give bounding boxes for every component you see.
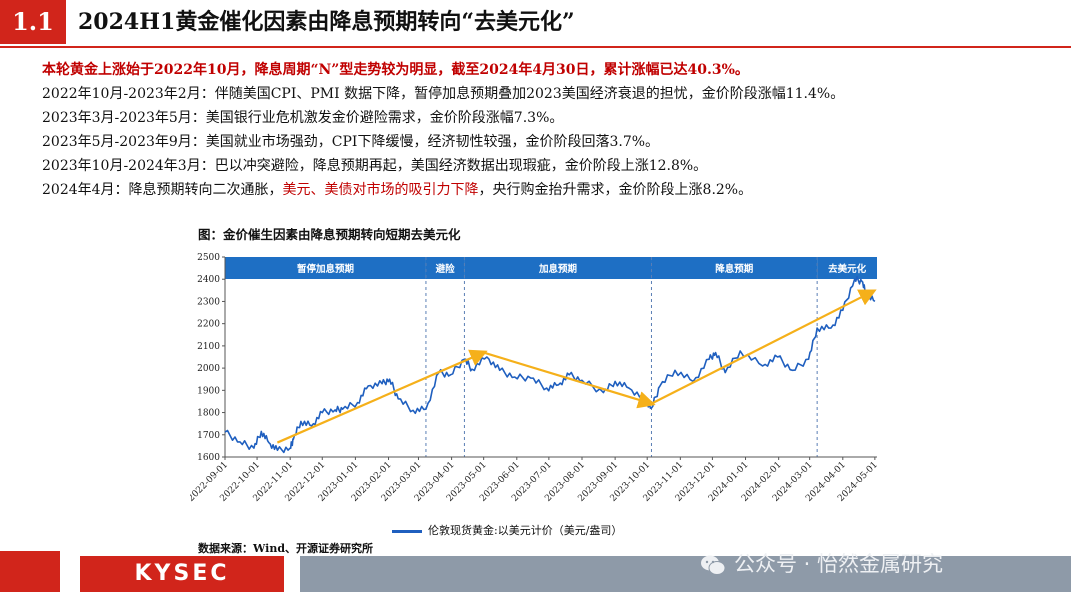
legend-label: 伦敦现货黄金:以美元计价（美元/盎司）: [428, 524, 623, 537]
y-tick-label-2: 1800: [197, 409, 220, 419]
footer-red-block: [0, 551, 60, 592]
summary-text-block: 本轮黄金上涨始于2022年10月，降息周期“N”型走势较为明显，截至2024年4…: [42, 58, 1062, 202]
price-series-line-0: [224, 276, 876, 454]
phase-band-1: [425, 257, 465, 279]
y-tick-label-4: 2000: [197, 364, 220, 374]
y-tick-label-6: 2200: [197, 320, 220, 330]
page-title: 2024H1黄金催化因素由降息预期转向“去美元化”: [78, 9, 575, 35]
kysec-logo: KYSEC: [80, 556, 284, 592]
gold-price-chart: 暂停加息预期 避险 加息预期 降息预期 去美元化 1600 1700 1800 1900 2000…: [190, 253, 880, 504]
y-tick-label-9: 2500: [197, 253, 220, 263]
summary-line-4: 2023年10月-2024年3月：巴以冲突避险，降息预期再起，美国经济数据出现瑕…: [42, 158, 708, 174]
y-tick-label-3: 1900: [197, 386, 220, 396]
wechat-icon: [701, 555, 726, 575]
summary-line-5-end: ，央行购金抬升需求，金价阶段上涨8.2%。: [478, 182, 753, 198]
summary-line-5-start: 2024年4月：降息预期转向二次通胀，: [42, 182, 283, 198]
data-source-note: 数据来源：Wind、开源证券研究所: [198, 542, 374, 555]
summary-line-5: 2024年4月：降息预期转向二次通胀，美元、美债对市场的吸引力下降，央行购金抬升…: [42, 178, 1062, 202]
phase-band-4: [817, 257, 877, 279]
y-tick-label-7: 2300: [197, 297, 220, 307]
trend-arrow-1: [483, 351, 656, 409]
trend-arrow-0: [276, 349, 488, 444]
summary-line-2: 2023年3月-2023年5月：美国银行业危机激发金价避险需求，金价阶段涨幅7.…: [42, 110, 564, 126]
phase-label-1: 避险: [436, 263, 456, 275]
phase-label-4: 去美元化: [828, 263, 867, 275]
legend-swatch: [392, 529, 422, 533]
y-tick-label-5: 2100: [197, 342, 220, 352]
phase-band-0: [225, 257, 426, 279]
y-tick-label-1: 1700: [197, 431, 220, 441]
title-divider: [0, 46, 1071, 48]
footer-grey-bar: [300, 556, 1071, 592]
wechat-watermark: 公众号 · 怡然金属研究: [700, 548, 943, 580]
chart-title: 图：金价催生因素由降息预期转向短期去美元化: [198, 227, 461, 242]
summary-line-5-emphasis: 美元、美债对市场的吸引力下降: [282, 182, 479, 198]
section-number-badge: 1.1: [0, 0, 66, 44]
phase-label-3: 降息预期: [715, 263, 753, 275]
summary-line-3: 2023年5月-2023年9月：美国就业市场强劲，CPI下降缓慢，经济韧性较强，…: [42, 134, 660, 150]
y-tick-label-8: 2400: [197, 275, 220, 285]
summary-highlight: 本轮黄金上涨始于2022年10月，降息周期“N”型走势较为明显，截至2024年4…: [42, 62, 749, 78]
chart-legend: 伦敦现货黄金:以美元计价（美元/盎司）: [392, 522, 622, 540]
watermark-text: 公众号 · 怡然金属研究: [734, 552, 944, 576]
phase-label-2: 加息预期: [538, 263, 577, 275]
trend-arrow-2: [650, 289, 877, 405]
phase-label-0: 暂停加息预期: [297, 263, 354, 275]
phase-band-3: [651, 257, 818, 279]
phase-band-2: [464, 257, 652, 279]
y-tick-label-0: 1600: [197, 453, 220, 463]
header-bar: 1.1 2024H1黄金催化因素由降息预期转向“去美元化”: [0, 0, 1071, 44]
summary-line-1: 2022年10月-2023年2月：伴随美国CPI、PMI 数据下降，暂停加息预期…: [42, 86, 845, 102]
